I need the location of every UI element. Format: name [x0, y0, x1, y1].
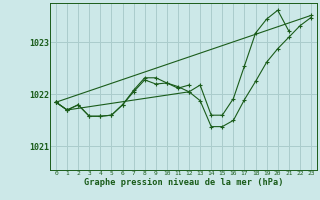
- X-axis label: Graphe pression niveau de la mer (hPa): Graphe pression niveau de la mer (hPa): [84, 178, 283, 187]
